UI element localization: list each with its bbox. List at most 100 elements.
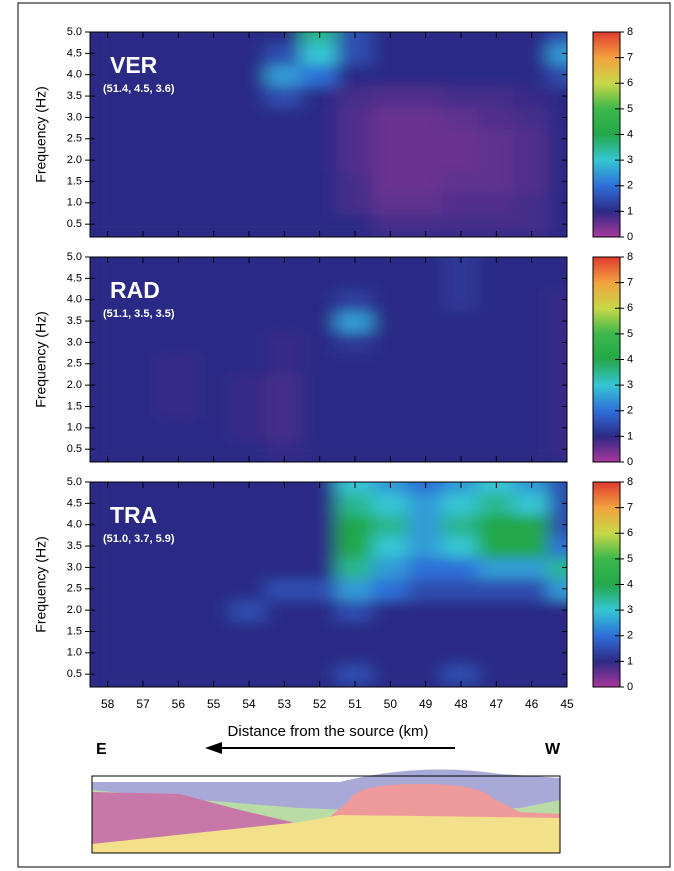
heatmap-cell	[442, 42, 479, 65]
y-tick-label: 4.0	[67, 69, 82, 81]
y-tick-label: 2.0	[67, 154, 82, 166]
heatmap-cell	[266, 267, 303, 290]
heatmap-cell	[230, 416, 267, 439]
heatmap-cell	[336, 42, 373, 65]
heatmap-cell	[442, 416, 479, 439]
colorbar-tick-label: 2	[627, 180, 633, 192]
heatmap-cell	[513, 513, 550, 536]
colorbar-tick-label: 3	[627, 154, 633, 166]
heatmap-cell	[336, 148, 373, 171]
heatmap-cell	[442, 106, 479, 129]
heatmap-cell	[478, 84, 515, 107]
heatmap-cell	[266, 309, 303, 332]
heatmap-cell	[266, 598, 303, 621]
heatmap-cell	[513, 373, 550, 396]
heatmap-cell	[407, 106, 444, 129]
y-tick-label: 3.0	[67, 111, 82, 123]
x-tick-label: 57	[136, 697, 150, 711]
heatmap-cell	[478, 331, 515, 354]
colorbar-tick-label: 6	[627, 527, 633, 539]
heatmap-cell	[407, 352, 444, 375]
heatmap-cell	[195, 170, 232, 193]
heatmap-cell	[301, 598, 338, 621]
heatmap-cell	[442, 288, 479, 311]
heatmap-cell	[513, 352, 550, 375]
y-tick-label: 4.5	[67, 47, 82, 59]
y-tick-label: 3.0	[67, 561, 82, 573]
heatmap-cell	[160, 127, 197, 150]
heatmap-cell	[478, 42, 515, 65]
x-tick-label: 55	[207, 697, 221, 711]
y-tick-label: 4.0	[67, 294, 82, 306]
heatmap-cell	[230, 577, 267, 600]
heatmap-cell	[372, 309, 409, 332]
heatmap-cell	[513, 577, 550, 600]
heatmap-cell	[266, 620, 303, 643]
heatmap-cell	[336, 395, 373, 418]
heatmap-cell	[478, 148, 515, 171]
heatmap-cell	[442, 513, 479, 536]
heatmap-cell	[195, 598, 232, 621]
heatmap-cell	[513, 309, 550, 332]
heatmap-cell	[266, 331, 303, 354]
heatmap-cell	[266, 106, 303, 129]
y-tick-label: 3.5	[67, 90, 82, 102]
heatmap-cell	[513, 106, 550, 129]
heatmap-cell	[301, 395, 338, 418]
colorbar-tick-label: 5	[627, 103, 633, 115]
heatmap-cell	[478, 127, 515, 150]
heatmap-cell	[160, 641, 197, 664]
x-tick-label: 45	[560, 697, 574, 711]
heatmap-cell	[124, 577, 161, 600]
cross-section	[92, 770, 560, 854]
heatmap-cell	[301, 309, 338, 332]
heatmap-cell	[336, 331, 373, 354]
heatmap-cell	[301, 42, 338, 65]
heatmap-cell	[230, 106, 267, 129]
heatmap-cell	[301, 620, 338, 643]
heatmap-cell	[407, 620, 444, 643]
panel-title: VER	[110, 52, 158, 78]
heatmap-cell	[160, 620, 197, 643]
heatmap-cell	[230, 556, 267, 579]
y-tick-label: 1.0	[67, 422, 82, 434]
heatmap-cell	[124, 641, 161, 664]
heatmap-cell	[372, 373, 409, 396]
heatmap-cell	[195, 641, 232, 664]
colorbar-tick-label: 6	[627, 77, 633, 89]
heatmap-cell	[478, 309, 515, 332]
heatmap-cell	[301, 352, 338, 375]
heatmap-cell	[160, 598, 197, 621]
heatmap-cells	[89, 20, 586, 236]
heatmap-cell	[336, 106, 373, 129]
colorbar-tick-label: 5	[627, 328, 633, 340]
heatmap-cell	[513, 395, 550, 418]
heatmap-cell	[266, 63, 303, 86]
heatmap-cell	[230, 373, 267, 396]
y-tick-label: 2.0	[67, 379, 82, 391]
heatmap-cell	[124, 331, 161, 354]
heatmap-cell	[336, 352, 373, 375]
heatmap-cell	[195, 148, 232, 171]
x-tick-label: 49	[419, 697, 433, 711]
colorbar-tick-label: 4	[627, 128, 633, 140]
heatmap-cell	[513, 534, 550, 557]
heatmap-cell	[336, 577, 373, 600]
heatmap-cell	[195, 191, 232, 214]
heatmap-cell	[372, 127, 409, 150]
heatmap-cell	[513, 288, 550, 311]
heatmap-cell	[442, 641, 479, 664]
heatmap-cell	[301, 513, 338, 536]
heatmap-cell	[407, 42, 444, 65]
heatmap-cell	[478, 620, 515, 643]
x-tick-label: 47	[490, 697, 504, 711]
heatmap-cell	[266, 42, 303, 65]
plot-area	[89, 470, 586, 686]
heatmap-cells	[89, 470, 586, 686]
heatmap-cell	[407, 598, 444, 621]
x-axis-label: Distance from the source (km)	[228, 723, 429, 740]
heatmap-cell	[124, 620, 161, 643]
heatmap-cell	[195, 620, 232, 643]
heatmap-cell	[372, 170, 409, 193]
y-tick-label: 3.5	[67, 540, 82, 552]
